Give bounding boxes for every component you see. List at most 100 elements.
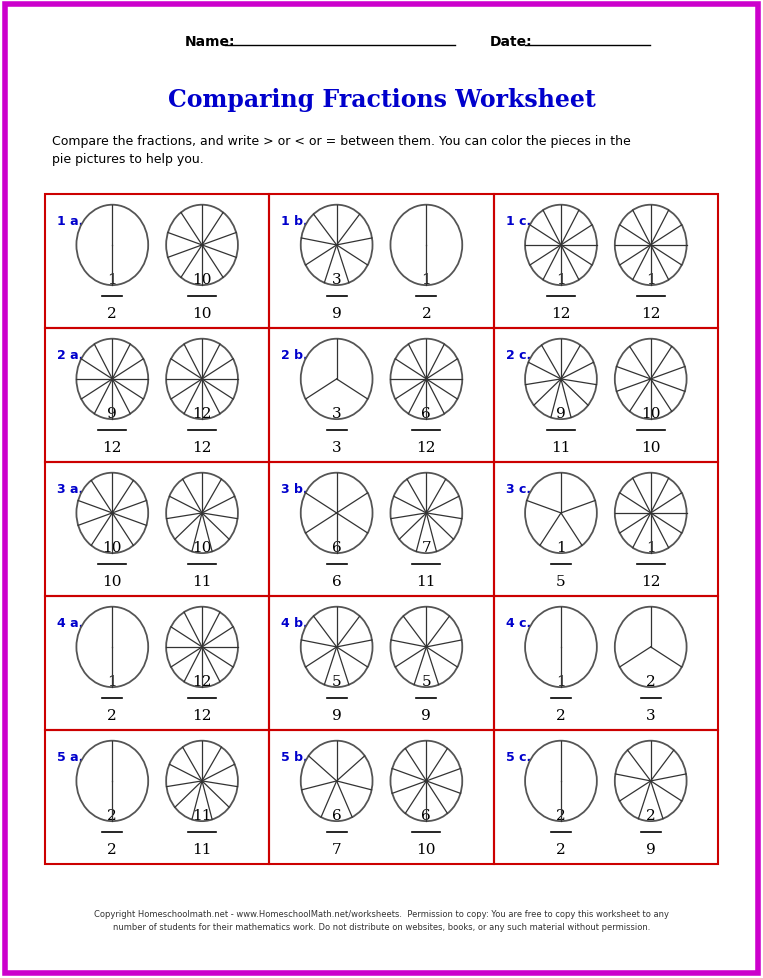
Ellipse shape [525,741,597,822]
Ellipse shape [166,205,238,286]
Ellipse shape [166,473,238,554]
Bar [494,329,718,463]
Text: 10: 10 [192,540,212,555]
Text: 5 a.: 5 a. [57,750,83,763]
Ellipse shape [301,205,372,286]
Text: 12: 12 [641,306,661,321]
Text: 10: 10 [192,306,212,321]
Text: 12: 12 [641,574,661,588]
Text: 1: 1 [556,674,566,689]
Text: 9: 9 [332,306,342,321]
Text: 5: 5 [332,674,342,689]
Bar [45,731,269,865]
Ellipse shape [391,205,462,286]
Ellipse shape [301,339,372,420]
Text: 9: 9 [421,708,431,722]
Bar [45,463,269,597]
Text: 1: 1 [108,273,118,287]
Text: 12: 12 [192,407,212,421]
Text: 9: 9 [108,407,118,421]
Bar [269,597,494,731]
Text: 10: 10 [102,540,122,555]
Text: 5 b.: 5 b. [282,750,308,763]
Ellipse shape [391,339,462,420]
Text: 10: 10 [641,407,661,421]
Text: 4 a.: 4 a. [57,616,83,630]
Text: 12: 12 [192,708,212,722]
Ellipse shape [615,607,687,688]
Ellipse shape [525,339,597,420]
Text: Comparing Fractions Worksheet: Comparing Fractions Worksheet [168,88,595,111]
Text: 1: 1 [421,273,431,287]
Bar [494,195,718,329]
Text: 1 a.: 1 a. [57,215,83,228]
Text: 11: 11 [417,574,436,588]
Ellipse shape [166,741,238,822]
Text: 1 c.: 1 c. [506,215,531,228]
Text: 12: 12 [192,440,212,455]
Text: 12: 12 [417,440,436,455]
Text: 1: 1 [556,273,566,287]
Bar [45,195,269,329]
Text: 2 a.: 2 a. [57,348,83,362]
Text: 2: 2 [108,708,118,722]
Text: 2: 2 [645,674,655,689]
Text: 5 c.: 5 c. [506,750,531,763]
Text: 4 c.: 4 c. [506,616,531,630]
Text: 1 b.: 1 b. [282,215,308,228]
Text: 12: 12 [192,674,212,689]
Text: Copyright Homeschoolmath.net - www.HomeschoolMath.net/worksheets.  Permission to: Copyright Homeschoolmath.net - www.Homes… [94,910,669,930]
Text: 1: 1 [556,540,566,555]
Bar [494,731,718,865]
Text: 5: 5 [556,574,566,588]
Text: 11: 11 [192,574,212,588]
Bar [269,731,494,865]
Text: 2: 2 [556,808,566,822]
Text: 6: 6 [332,808,342,822]
Ellipse shape [615,339,687,420]
Text: 2: 2 [556,708,566,722]
Text: 2: 2 [421,306,431,321]
Text: 6: 6 [421,407,431,421]
Text: 6: 6 [332,540,342,555]
Text: 3 a.: 3 a. [57,482,83,496]
Ellipse shape [301,741,372,822]
Text: 9: 9 [332,708,342,722]
Text: 2 b.: 2 b. [282,348,308,362]
Ellipse shape [525,473,597,554]
Bar [494,463,718,597]
Text: 10: 10 [102,574,122,588]
Ellipse shape [391,741,462,822]
Ellipse shape [391,473,462,554]
Text: 5: 5 [421,674,431,689]
Text: 7: 7 [332,842,342,856]
Text: 12: 12 [551,306,571,321]
Bar [45,329,269,463]
Text: 3: 3 [332,440,342,455]
Ellipse shape [76,473,148,554]
Text: 1: 1 [108,674,118,689]
Ellipse shape [301,473,372,554]
Text: 4 b.: 4 b. [282,616,308,630]
Text: 2: 2 [108,842,118,856]
Text: 10: 10 [417,842,436,856]
Text: 2 c.: 2 c. [506,348,531,362]
Text: 3: 3 [646,708,655,722]
Ellipse shape [76,741,148,822]
Ellipse shape [391,607,462,688]
Ellipse shape [615,205,687,286]
Text: Name:: Name: [185,35,236,49]
Text: 3 b.: 3 b. [282,482,308,496]
Ellipse shape [166,607,238,688]
Text: 3 c.: 3 c. [506,482,531,496]
Text: 2: 2 [645,808,655,822]
Text: 9: 9 [556,407,566,421]
Bar [269,329,494,463]
Ellipse shape [615,473,687,554]
Text: 11: 11 [192,808,212,822]
Text: 2: 2 [108,306,118,321]
Ellipse shape [166,339,238,420]
Text: 6: 6 [332,574,342,588]
Text: 1: 1 [645,273,655,287]
Ellipse shape [76,607,148,688]
